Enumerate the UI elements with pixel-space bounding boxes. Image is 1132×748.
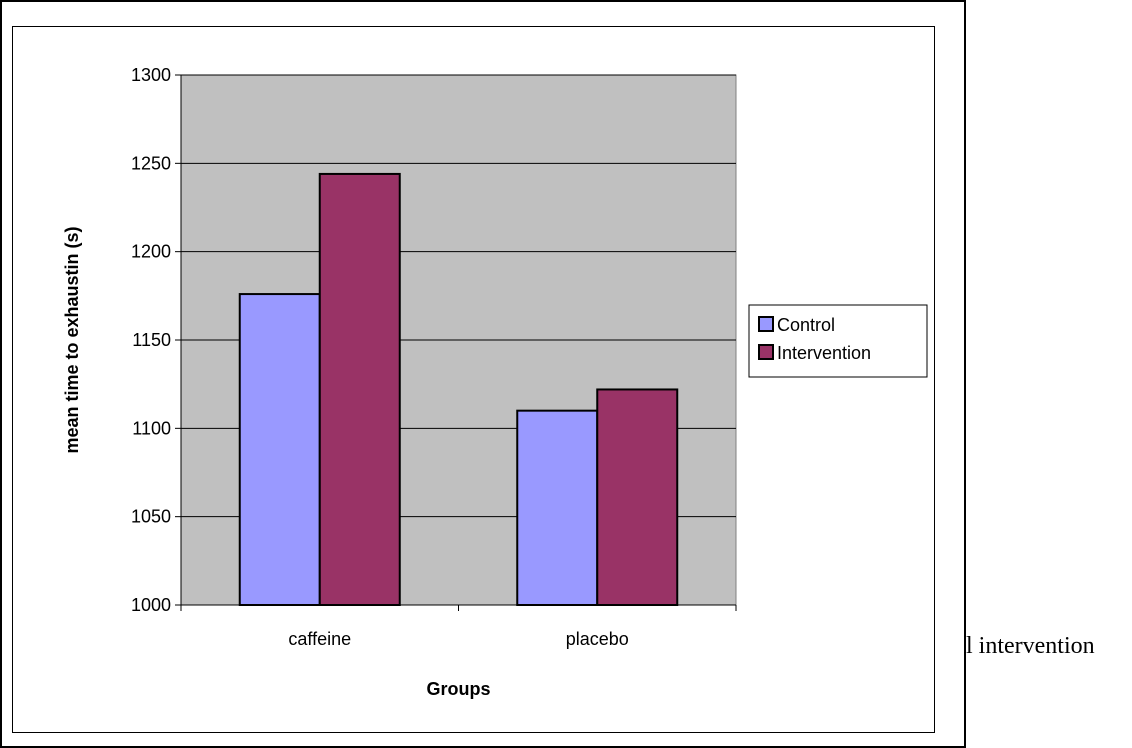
legend-swatch-intervention <box>758 344 774 360</box>
x-category-label: caffeine <box>288 629 351 649</box>
bar-control-caffeine <box>238 293 321 606</box>
y-axis-title: mean time to exhaustin (s) <box>62 226 82 453</box>
bar-control-placebo <box>516 409 599 606</box>
x-axis-title: Groups <box>426 679 490 699</box>
legend-label-control: Control <box>777 315 835 335</box>
y-tick-label: 1050 <box>131 507 171 527</box>
y-tick-label: 1000 <box>131 595 171 615</box>
bar-intervention-caffeine <box>318 172 401 607</box>
y-tick-label: 1150 <box>132 330 171 350</box>
x-category-label: placebo <box>566 629 629 649</box>
bar-chart: 1000 1050 1100 1150 1200 1250 1300 caffeine plac… <box>62 65 928 699</box>
y-tick-label: 1200 <box>131 242 171 262</box>
y-tick-label: 1250 <box>131 153 171 173</box>
legend-label-intervention: Intervention <box>777 343 871 363</box>
document-trailing-text: l intervention <box>966 633 1095 659</box>
y-tick-label: 1100 <box>132 418 171 438</box>
bar-intervention-placebo <box>596 388 679 607</box>
legend-box <box>748 304 928 378</box>
chart-container: 1000 1050 1100 1150 1200 1250 1300 caffeine plac… <box>12 26 935 733</box>
legend-swatch-control <box>758 316 774 332</box>
y-tick-label: 1300 <box>131 65 171 85</box>
